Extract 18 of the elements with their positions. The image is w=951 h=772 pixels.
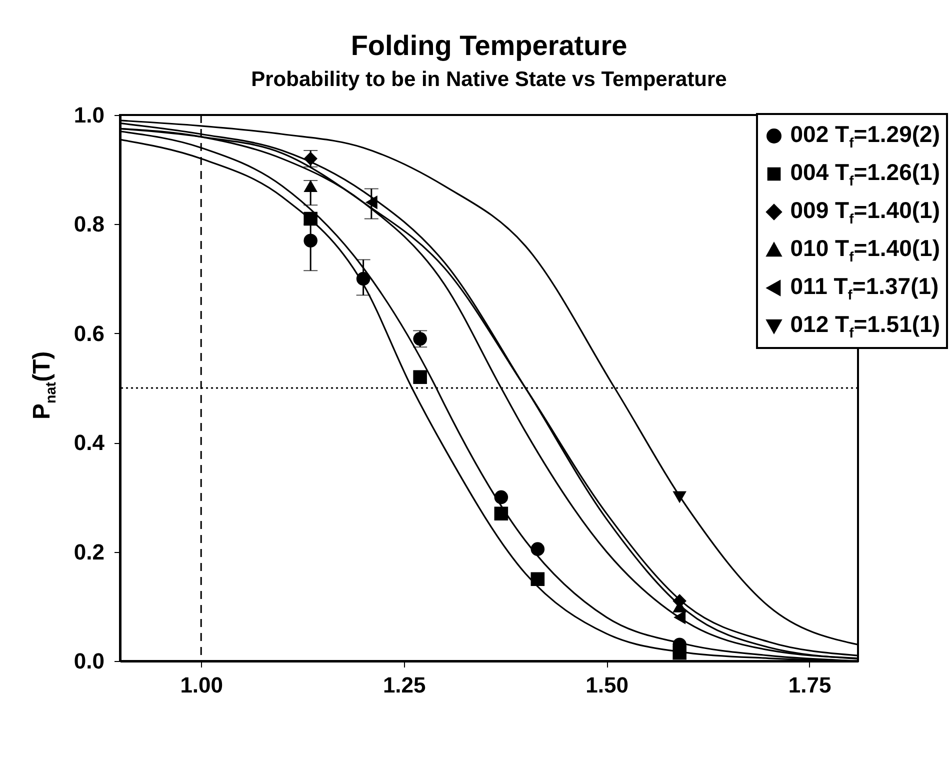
legend-label: 004 T$_{f}$=1.26(1) (790, 159, 940, 189)
legend-label: 012 T$_{f}$=1.51(1) (790, 311, 940, 341)
y-tick-label: 0.0 (74, 648, 104, 674)
x-tick-label: 1.25 (382, 672, 426, 698)
y-tick-label: 0.4 (74, 430, 106, 456)
y-tick-label: 1.0 (74, 102, 104, 128)
y-tick-label: 0.8 (74, 212, 104, 237)
x-tick-label: 1.00 (180, 672, 224, 698)
legend-label: 002 T$_{f}$=1.29(2) (790, 121, 940, 151)
chart-subtitle: Probability to be in Native State vs Temperature (251, 68, 727, 91)
y-tick-label: 0.2 (74, 539, 104, 564)
y-tick-label: 0.6 (74, 320, 104, 346)
legend-label: 009 T$_{f}$=1.40(1) (790, 197, 940, 227)
chart-title: Folding Temperature (350, 30, 628, 61)
x-tick-label: 1.75 (788, 672, 832, 698)
x-tick-label: 1.50 (586, 672, 629, 698)
legend-label: 011 T$_{f}$=1.37(1) (790, 273, 939, 303)
legend-label: 010 T$_{f}$=1.40(1) (790, 235, 940, 265)
